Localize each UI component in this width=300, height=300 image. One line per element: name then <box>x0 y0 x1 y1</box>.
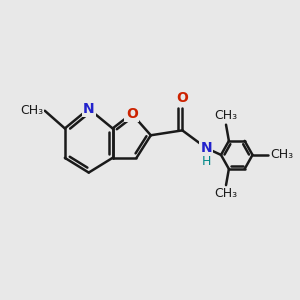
Text: CH₃: CH₃ <box>214 188 238 200</box>
Text: CH₃: CH₃ <box>20 104 44 117</box>
Text: CH₃: CH₃ <box>271 148 294 161</box>
Text: N: N <box>200 141 212 155</box>
Text: O: O <box>126 107 138 121</box>
Text: H: H <box>202 155 211 168</box>
Text: O: O <box>176 92 188 105</box>
Text: N: N <box>83 102 94 116</box>
Text: CH₃: CH₃ <box>214 109 238 122</box>
